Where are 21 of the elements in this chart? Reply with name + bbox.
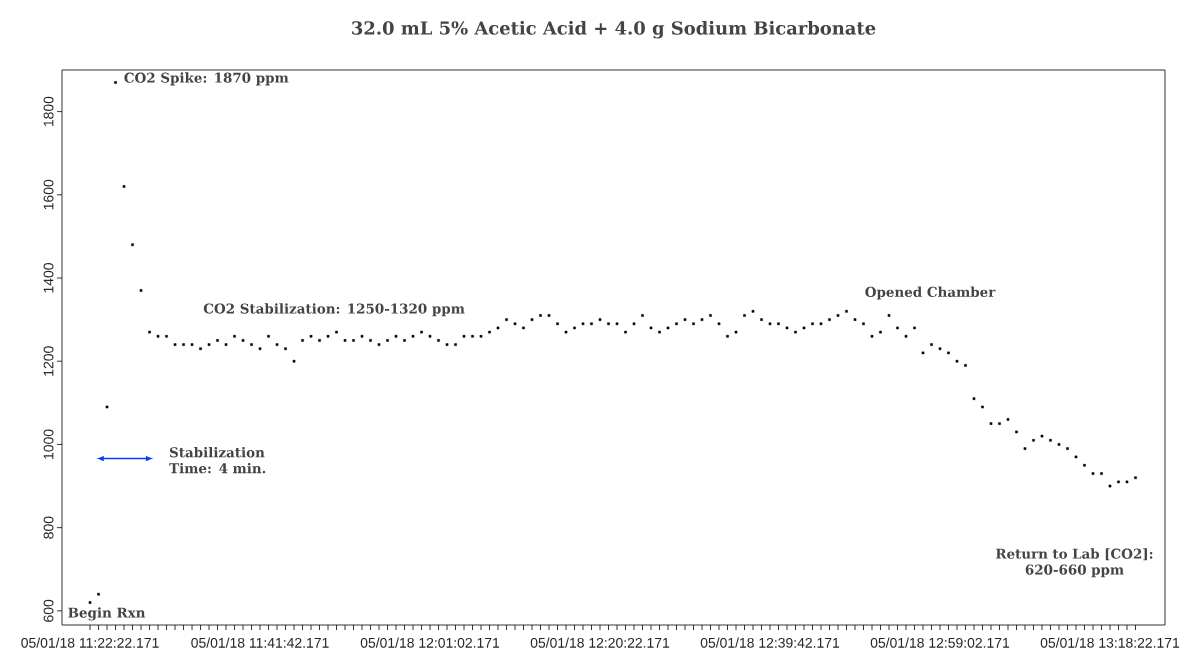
annotation: Return to Lab [CO2]: 620-660 ppm (995, 548, 1153, 578)
annotation: CO2 Stabilization: 1250-1320 ppm (203, 303, 465, 317)
x-tick-label: 05/01/18 12:20:22.171 (530, 637, 670, 648)
annotation: Opened Chamber (865, 286, 996, 300)
y-tick-label: 800 (43, 516, 54, 539)
annotation: CO2 Spike: 1870 ppm (124, 72, 289, 86)
x-tick-label: 05/01/18 12:59:02.171 (870, 637, 1010, 648)
y-tick-label: 600 (43, 599, 54, 622)
y-tick-label: 1400 (43, 263, 54, 293)
y-tick-label: 1200 (43, 346, 54, 376)
y-tick-label: 1600 (43, 179, 54, 210)
x-tick-label: 05/01/18 11:41:42.171 (191, 637, 329, 648)
annotation: Begin Rxn (68, 607, 146, 621)
x-tick-label: 05/01/18 12:01:02.171 (360, 637, 500, 648)
x-tick-label: 05/01/18 12:39:42.171 (700, 637, 840, 648)
x-tick-label: 05/01/18 11:22:22.171 (21, 637, 159, 648)
y-tick-label: 1000 (43, 429, 54, 459)
x-tick-label: 05/01/18 13:18:22.171 (1040, 637, 1180, 648)
annotation: Stabilization Time: 4 min. (169, 446, 266, 474)
y-tick-label: 1800 (43, 96, 54, 127)
chart-title: 32.0 mL 5% Acetic Acid + 4.0 g Sodium Bicarbonate (352, 20, 876, 39)
